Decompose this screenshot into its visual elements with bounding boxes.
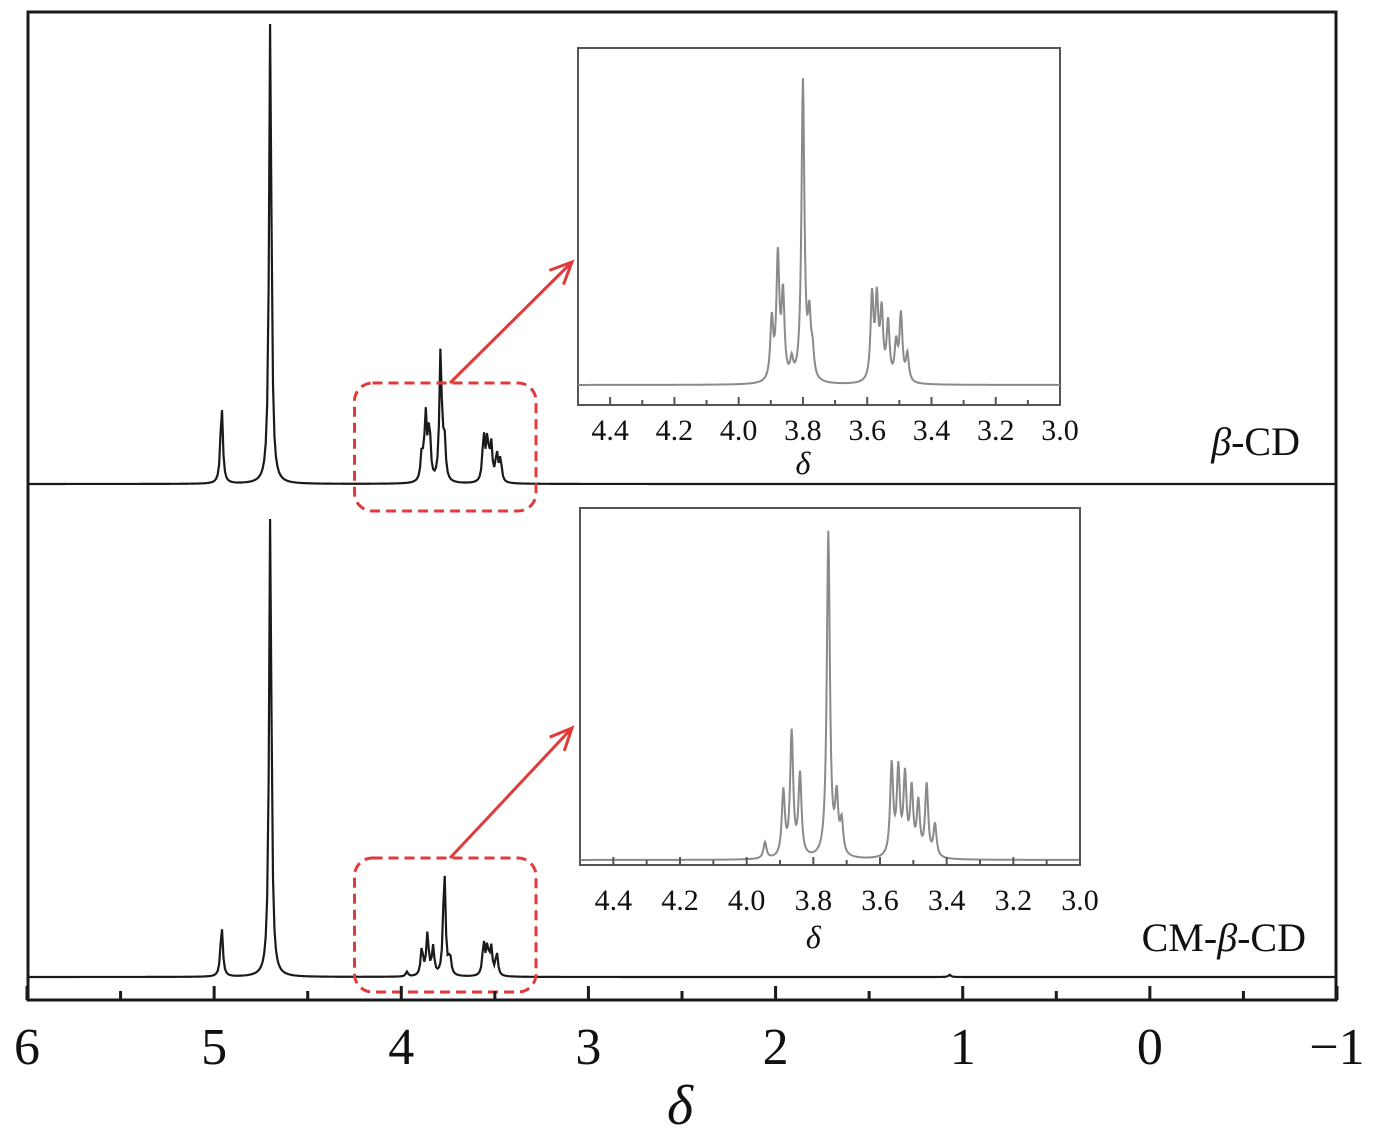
inset-cm-beta-cd: 4.4 4.2 4.0 3.8 3.6 3.4 3.2 3.0 δ — [579, 507, 1099, 955]
highlight-box-1 — [353, 381, 538, 513]
inset-cm-beta-cd-tick-label: 3.8 — [795, 884, 833, 917]
main-x-axis-title: δ — [667, 1075, 694, 1134]
inset-panels: 4.4 4.2 4.0 3.8 3.6 3.4 3.2 3.0 δ 4.4 4.2 4.0 3.8 3.6… — [577, 47, 1099, 955]
x-tick-label: 0 — [1137, 1019, 1163, 1076]
inset-cm-beta-cd-axis-title: δ — [806, 919, 822, 955]
spectrum-trace-beta-cd — [27, 23, 1337, 486]
x-tick-label: 1 — [950, 1019, 976, 1076]
inset-beta-cd-tick-label: 3.8 — [784, 414, 822, 447]
inset-cm-beta-cd-tick-label: 3.4 — [928, 884, 966, 917]
inset-beta-cd-axis-title: δ — [795, 445, 811, 481]
inset-cm-beta-cd-tick-label: 4.2 — [661, 884, 699, 917]
inset-beta-cd: 4.4 4.2 4.0 3.8 3.6 3.4 3.2 3.0 δ — [577, 47, 1079, 481]
zoom-arrow-head-1 — [548, 259, 575, 286]
inset-beta-cd-trace — [578, 78, 1060, 386]
inset-cm-beta-cd-tick-label: 4.4 — [595, 884, 633, 917]
inset-beta-cd-tick-label: 3.2 — [977, 414, 1015, 447]
inset-cm-beta-cd-tick-label: 3.2 — [995, 884, 1033, 917]
zoom-arrow-head-2 — [549, 725, 575, 752]
x-tick-label: 4 — [388, 1019, 414, 1076]
series-label-cm-beta-cd: CM-β-CD — [1142, 915, 1306, 960]
highlight-regions — [353, 259, 575, 994]
zoom-arrow-1 — [448, 260, 574, 385]
inset-cm-beta-cd-tick-label: 3.0 — [1061, 884, 1099, 917]
inset-cm-beta-cd-tick-label: 3.6 — [861, 884, 899, 917]
zoom-arrow-2 — [448, 726, 574, 860]
main-spectra — [27, 23, 1337, 979]
x-tick-label: −1 — [1309, 1019, 1364, 1076]
inset-cm-beta-cd-tick-label: 4.0 — [728, 884, 766, 917]
x-tick-label: 3 — [575, 1019, 601, 1076]
main-x-axis: 6 5 4 3 2 1 0 −1 — [14, 986, 1365, 1076]
x-tick-label: 2 — [763, 1019, 789, 1076]
inset-beta-cd-tick-label: 4.0 — [720, 414, 758, 447]
series-label-beta-cd: β-CD — [1210, 419, 1300, 464]
inset-beta-cd-tick-label: 4.2 — [656, 414, 694, 447]
spectrum-trace-cm-beta-cd — [27, 518, 1337, 979]
x-tick-label: 6 — [14, 1019, 40, 1076]
inset-beta-cd-tick-label: 3.4 — [913, 414, 951, 447]
inset-cm-beta-cd-trace — [580, 530, 1080, 861]
x-tick-label: 5 — [201, 1019, 227, 1076]
inset-beta-cd-tick-label: 4.4 — [591, 414, 629, 447]
inset-beta-cd-frame — [577, 47, 1061, 406]
inset-beta-cd-tick-label: 3.0 — [1041, 414, 1079, 447]
highlight-box-2 — [353, 856, 538, 994]
inset-beta-cd-tick-label: 3.6 — [848, 414, 886, 447]
